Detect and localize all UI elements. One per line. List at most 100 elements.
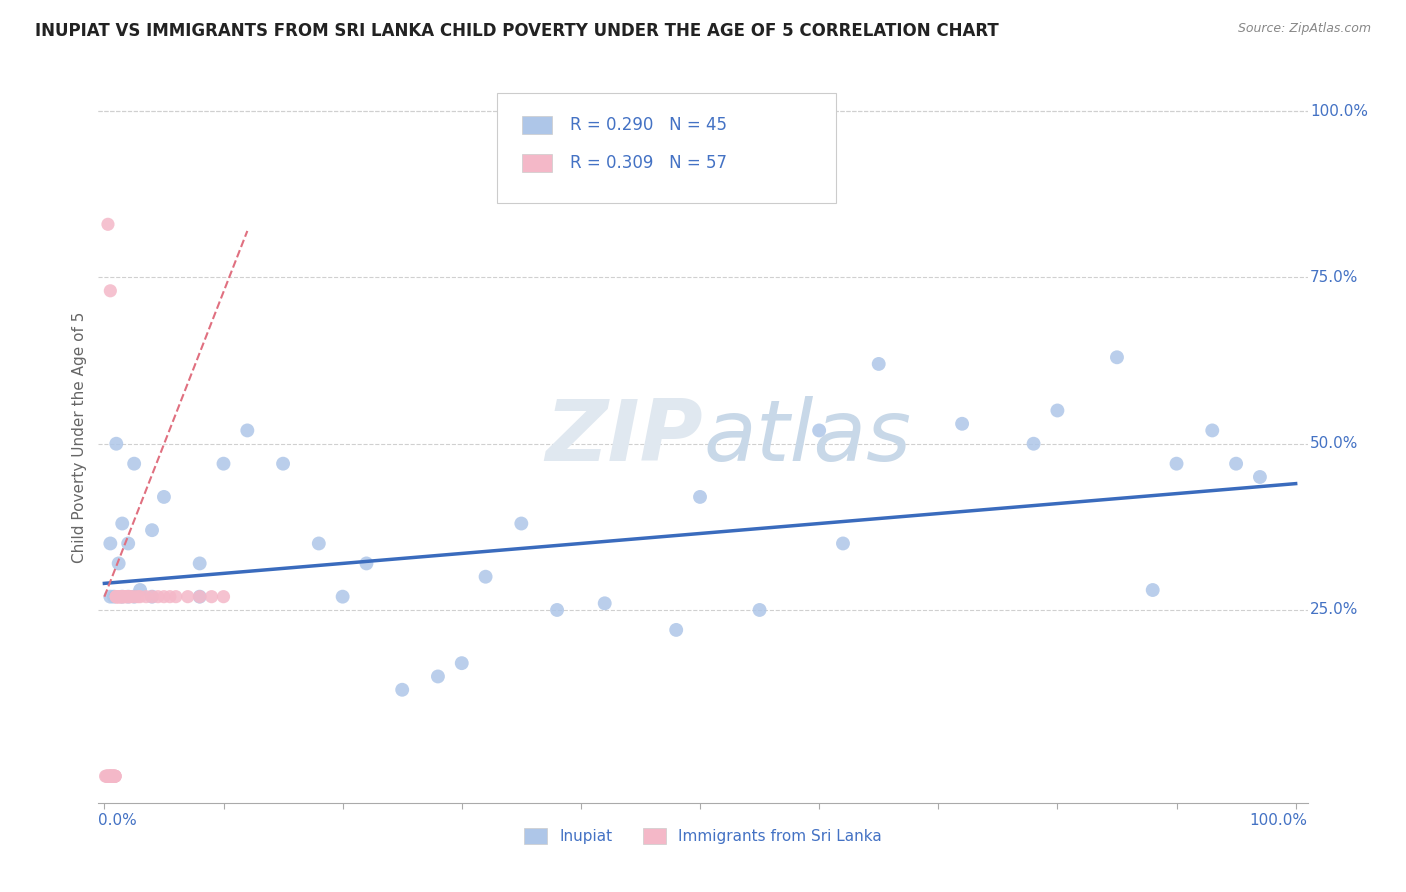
- Point: [950, 417, 973, 431]
- Point: [98, 769, 121, 783]
- Point: [112, 590, 135, 604]
- Point: [97, 769, 120, 783]
- Legend: Inupiat, Immigrants from Sri Lanka: Inupiat, Immigrants from Sri Lanka: [517, 822, 889, 850]
- Point: [103, 769, 125, 783]
- Point: [107, 557, 129, 571]
- Point: [101, 769, 124, 783]
- Text: INUPIAT VS IMMIGRANTS FROM SRI LANKA CHILD POVERTY UNDER THE AGE OF 5 CORRELATIO: INUPIAT VS IMMIGRANTS FROM SRI LANKA CHI…: [35, 22, 998, 40]
- Point: [188, 557, 211, 571]
- Point: [108, 590, 131, 604]
- Point: [111, 590, 134, 604]
- Point: [103, 590, 125, 604]
- Point: [117, 590, 139, 604]
- Point: [1022, 436, 1045, 450]
- Point: [146, 590, 169, 604]
- Point: [153, 590, 176, 604]
- Point: [153, 490, 176, 504]
- Point: [97, 217, 120, 231]
- Point: [808, 424, 831, 438]
- Point: [114, 590, 136, 604]
- Point: [332, 590, 354, 604]
- Point: [188, 590, 211, 604]
- FancyBboxPatch shape: [522, 153, 553, 172]
- Text: R = 0.290   N = 45: R = 0.290 N = 45: [569, 116, 727, 134]
- Text: 50.0%: 50.0%: [1310, 436, 1358, 451]
- Point: [308, 536, 330, 550]
- Point: [98, 769, 121, 783]
- Point: [111, 590, 134, 604]
- Point: [450, 656, 472, 670]
- Point: [107, 590, 129, 604]
- Point: [97, 769, 120, 783]
- Point: [593, 596, 616, 610]
- Point: [105, 436, 128, 450]
- Point: [107, 590, 129, 604]
- Point: [104, 769, 127, 783]
- Point: [94, 769, 117, 783]
- Point: [117, 536, 139, 550]
- Point: [111, 590, 134, 604]
- Text: 0.0%: 0.0%: [98, 813, 138, 828]
- Point: [426, 669, 449, 683]
- Text: 100.0%: 100.0%: [1310, 103, 1368, 119]
- Point: [1142, 582, 1164, 597]
- FancyBboxPatch shape: [498, 94, 837, 203]
- Text: 75.0%: 75.0%: [1310, 270, 1358, 285]
- Point: [105, 590, 128, 604]
- Point: [1046, 403, 1069, 417]
- Point: [98, 769, 121, 783]
- Point: [98, 769, 121, 783]
- Point: [356, 557, 378, 571]
- Point: [101, 769, 124, 783]
- Point: [474, 570, 496, 584]
- Point: [271, 457, 294, 471]
- FancyBboxPatch shape: [522, 116, 553, 134]
- Point: [120, 590, 142, 604]
- Point: [104, 769, 127, 783]
- Point: [111, 516, 134, 531]
- Text: 100.0%: 100.0%: [1250, 813, 1308, 828]
- Point: [105, 590, 128, 604]
- Point: [107, 590, 129, 604]
- Point: [236, 424, 259, 438]
- Text: R = 0.309   N = 57: R = 0.309 N = 57: [569, 153, 727, 172]
- Point: [665, 623, 688, 637]
- Point: [689, 490, 711, 504]
- Point: [103, 769, 125, 783]
- Point: [200, 590, 222, 604]
- Point: [114, 590, 136, 604]
- Point: [129, 582, 152, 597]
- Point: [98, 284, 121, 298]
- Point: [127, 590, 149, 604]
- Point: [115, 590, 138, 604]
- Point: [165, 590, 187, 604]
- Point: [105, 590, 128, 604]
- Point: [110, 590, 132, 604]
- Point: [135, 590, 157, 604]
- Point: [129, 590, 152, 604]
- Point: [105, 590, 128, 604]
- Point: [832, 536, 855, 550]
- Point: [1201, 424, 1223, 438]
- Point: [748, 603, 770, 617]
- Point: [1249, 470, 1271, 484]
- Point: [117, 590, 139, 604]
- Point: [510, 516, 533, 531]
- Point: [391, 682, 413, 697]
- Point: [110, 590, 132, 604]
- Point: [1105, 351, 1128, 365]
- Point: [96, 769, 118, 783]
- Point: [100, 769, 122, 783]
- Text: Source: ZipAtlas.com: Source: ZipAtlas.com: [1237, 22, 1371, 36]
- Point: [188, 590, 211, 604]
- Point: [118, 590, 141, 604]
- Point: [107, 590, 129, 604]
- Point: [98, 769, 121, 783]
- Point: [107, 590, 129, 604]
- Point: [212, 590, 235, 604]
- Point: [100, 769, 122, 783]
- Point: [98, 536, 121, 550]
- Point: [122, 457, 145, 471]
- Point: [546, 603, 568, 617]
- Y-axis label: Child Poverty Under the Age of 5: Child Poverty Under the Age of 5: [72, 311, 87, 563]
